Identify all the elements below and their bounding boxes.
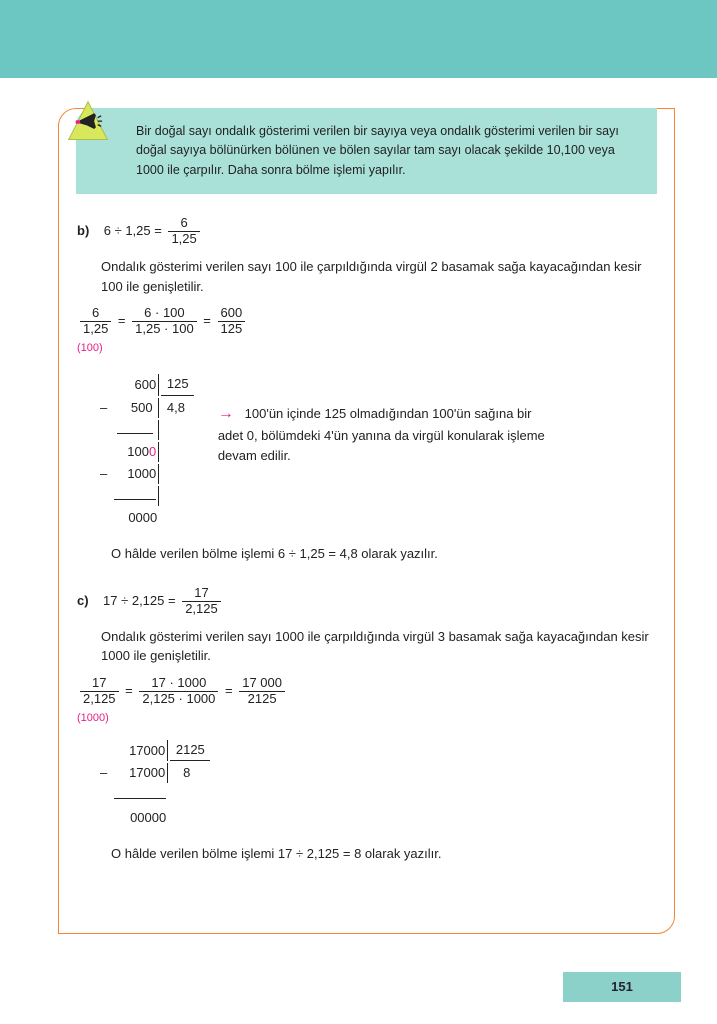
ld-dividend: 600	[112, 374, 159, 395]
frac-num: 17	[80, 676, 119, 691]
long-division-b: 600 125 – 500 4,8 1000	[97, 372, 196, 530]
fraction: 17 · 1000 2,125 · 1000	[139, 676, 218, 707]
frac-den: 1,25	[168, 231, 199, 247]
frac-num: 600	[218, 306, 246, 321]
frac-den: 2,125	[80, 691, 119, 707]
ld-sub: 500	[131, 400, 153, 415]
fraction: 17 2,125	[182, 586, 221, 617]
appended-zero: 0	[149, 444, 156, 459]
header-band	[0, 0, 717, 78]
frac-den: 2125	[239, 691, 285, 707]
megaphone-icon	[66, 100, 110, 144]
long-division-c: 17000 2125 – 17000 8 00000	[97, 738, 212, 830]
part-c: c) 17 ÷ 2,125 = 17 2,125 Ondalık gösteri…	[77, 586, 656, 863]
ld-divisor: 125	[161, 374, 194, 395]
ld-sub2: 1000	[112, 464, 159, 484]
result-text: O hâlde verilen bölme işlemi 6 ÷ 1,25 = …	[77, 544, 656, 564]
frac-den: 125	[218, 321, 246, 337]
page-number: 151	[563, 972, 681, 1002]
result-text: O hâlde verilen bölme işlemi 17 ÷ 2,125 …	[77, 844, 656, 864]
frac-den: 1,25	[80, 321, 111, 337]
ld-divisor: 2125	[170, 740, 210, 761]
content-frame: Bir doğal sayı ondalık gösterimi verilen…	[58, 108, 675, 934]
ld-rem: 100	[127, 444, 149, 459]
explain-text: Ondalık gösterimi verilen sayı 1000 ile …	[77, 627, 656, 666]
long-div-note: → 100'ün içinde 125 olmadığından 100'ün …	[218, 372, 558, 465]
ld-quotient: 4,8	[161, 398, 194, 418]
scale-note: (100)	[77, 342, 103, 354]
frac-num: 17 000	[239, 676, 285, 691]
explain-text: Ondalık gösterimi verilen sayı 100 ile ç…	[77, 257, 656, 296]
fraction: 17 2,125	[80, 676, 119, 707]
fraction: 17 000 2125	[239, 676, 285, 707]
frac-den: 2,125 · 1000	[139, 691, 218, 707]
frac-num: 6	[80, 306, 111, 321]
callout-text: Bir doğal sayı ondalık gösterimi verilen…	[136, 124, 619, 177]
frac-num: 17	[182, 586, 221, 601]
frac-num: 6 · 100	[132, 306, 197, 321]
info-callout: Bir doğal sayı ondalık gösterimi verilen…	[76, 108, 657, 194]
page-body: Bir doğal sayı ondalık gösterimi verilen…	[0, 78, 717, 934]
footer: 151	[0, 972, 717, 1016]
frac-den: 2,125	[182, 601, 221, 617]
expr-text: 6 ÷ 1,25 =	[104, 223, 162, 238]
ld-final: 0000	[112, 508, 159, 528]
part-b-label: b)	[77, 223, 89, 238]
fraction: 600 125	[218, 306, 246, 337]
frac-num: 17 · 1000	[139, 676, 218, 691]
fraction: 6 · 100 1,25 · 100	[132, 306, 197, 337]
part-b: b) 6 ÷ 1,25 = 6 1,25 Ondalık gösterimi v…	[77, 216, 656, 564]
ld-sub: 17000	[112, 763, 168, 783]
frac-den: 1,25 · 100	[132, 321, 197, 337]
part-c-label: c)	[77, 593, 89, 608]
fraction: 6 1,25	[80, 306, 111, 337]
ld-final: 00000	[112, 808, 168, 828]
expr-text: 17 ÷ 2,125 =	[103, 593, 176, 608]
ld-quotient: 8	[170, 763, 210, 783]
fraction: 6 1,25	[168, 216, 199, 247]
ld-dividend: 17000	[112, 740, 168, 761]
scale-note: (1000)	[77, 712, 109, 724]
frac-num: 6	[168, 216, 199, 231]
arrow-icon: →	[218, 405, 234, 422]
